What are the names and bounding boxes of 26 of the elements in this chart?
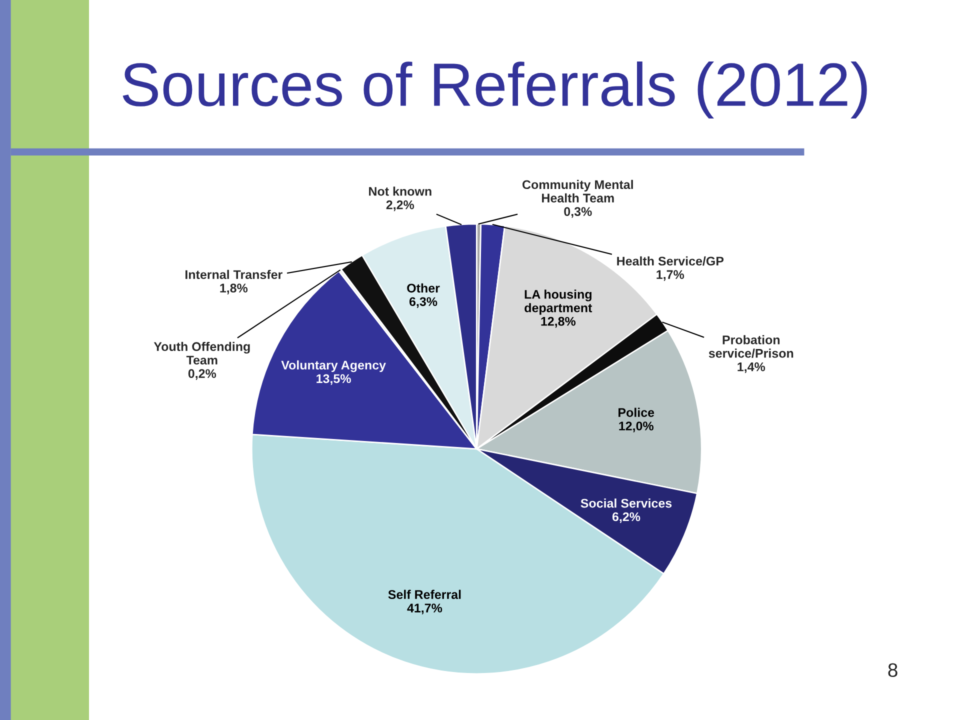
slice-label: Self Referral: [388, 590, 461, 599]
slice-label: Social Services: [580, 498, 672, 508]
data-label: 0,3%: [564, 207, 592, 218]
chart-title: Sources of Referrals (2012): [122, 62, 867, 118]
data-label: 1,8%: [220, 284, 248, 294]
data-label: 13,5%: [316, 374, 351, 385]
slice-label: Voluntary Agency: [281, 360, 386, 372]
data-label: 6,2%: [612, 512, 640, 523]
slice-label: Other: [407, 283, 440, 293]
slice-label: Health Service/GP: [617, 256, 724, 266]
slice-label: Youth Offending Team: [154, 342, 250, 365]
data-label: 1,4%: [738, 362, 766, 374]
data-label: 12,8%: [541, 316, 576, 328]
data-label: 1,7%: [656, 270, 684, 281]
text: 8: [888, 663, 898, 677]
data-label: 12,0%: [619, 422, 654, 432]
data-label: 2,2%: [386, 200, 414, 212]
slice-label: Internal Transfer: [186, 270, 282, 280]
slice-label: Probation service/Prison: [708, 335, 794, 358]
slice-label: Community Mental Health Team: [522, 180, 633, 203]
slice-label: Not known: [369, 186, 432, 196]
slice-label: Police: [618, 408, 654, 417]
data-label: 6,3%: [409, 297, 438, 308]
slice-label: LA housing department: [524, 290, 592, 315]
data-label: 0,2%: [188, 369, 216, 380]
data-label: 41,7%: [407, 604, 442, 614]
